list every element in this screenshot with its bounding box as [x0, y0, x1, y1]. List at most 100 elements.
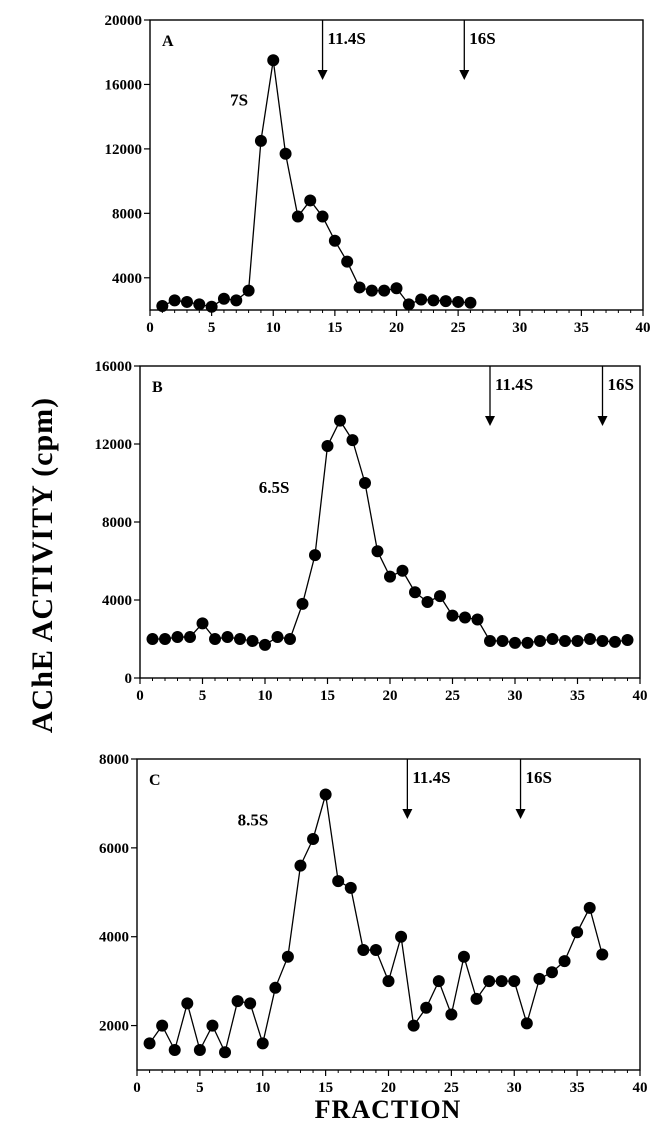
- data-point-b: [284, 633, 296, 645]
- data-point-a: [452, 295, 465, 308]
- data-point-b: [584, 633, 596, 645]
- data-point-b: [596, 634, 609, 647]
- data-point-b: [409, 586, 421, 599]
- peak-label-c: 8.5S: [238, 811, 269, 830]
- data-point-b: [196, 617, 209, 630]
- data-point-b: [609, 635, 621, 648]
- x-tick-label-b: 5: [199, 688, 207, 704]
- y-tick-label-c: 2000: [99, 1019, 129, 1035]
- data-point-c: [294, 859, 307, 872]
- data-point-b: [484, 634, 496, 647]
- data-point-a: [378, 284, 391, 297]
- x-tick-label-a: 10: [266, 320, 281, 336]
- marker-label-c: 16S: [526, 768, 552, 787]
- data-point-a: [242, 284, 255, 297]
- data-point-c: [483, 975, 496, 988]
- data-point-c: [420, 1001, 433, 1014]
- data-point-a: [267, 54, 280, 67]
- plot-frame-a: [149, 19, 644, 311]
- x-tick-label-a: 15: [327, 320, 342, 336]
- y-tick-label-c: 4000: [99, 930, 129, 946]
- y-tick-label-c: 8000: [99, 752, 129, 768]
- data-point-b: [496, 634, 509, 647]
- data-point-c: [533, 972, 546, 985]
- y-tick-label-a: 16000: [105, 77, 143, 93]
- x-tick-label-a: 40: [636, 320, 651, 336]
- marker-arrow-head-a: [459, 70, 470, 80]
- plot-frame-b: [139, 365, 641, 679]
- data-point-a: [439, 295, 452, 308]
- data-point-c: [395, 930, 408, 943]
- data-point-c: [520, 1017, 533, 1030]
- x-tick-label-b: 30: [508, 688, 523, 704]
- peak-label-b: 6.5S: [259, 478, 290, 497]
- y-tick-label-b: 8000: [102, 515, 132, 531]
- data-point-c: [382, 975, 395, 988]
- x-tick-label-c: 20: [381, 1080, 396, 1096]
- x-tick-label-b: 10: [258, 688, 273, 704]
- marker-arrow-head-c: [515, 809, 526, 819]
- panel-a: 0 5 10 15 20 25 30 35 40 4000 8000 12000 16000 20000 A…: [105, 13, 651, 336]
- x-tick-label-a: 30: [512, 320, 527, 336]
- data-point-b: [434, 590, 446, 603]
- data-point-c: [143, 1037, 156, 1050]
- data-point-c: [181, 997, 194, 1010]
- data-point-b: [321, 439, 334, 452]
- marker-arrow-head-b: [597, 416, 608, 426]
- marker-label-a: 16S: [469, 29, 495, 48]
- x-tick-label-b: 25: [445, 688, 460, 704]
- data-point-a: [464, 296, 477, 309]
- panel-letter-c: C: [149, 772, 161, 789]
- data-point-c: [457, 950, 470, 963]
- data-point-c: [319, 788, 332, 801]
- data-point-c: [193, 1044, 206, 1057]
- x-tick-label-c: 5: [196, 1080, 204, 1096]
- data-point-b: [234, 633, 246, 645]
- x-tick-label-a: 25: [451, 320, 466, 336]
- marker-label-b: 11.4S: [495, 375, 533, 394]
- data-point-b: [296, 597, 309, 610]
- x-tick-label-c: 40: [633, 1080, 648, 1096]
- data-point-a: [168, 294, 181, 307]
- data-point-a: [402, 298, 415, 311]
- data-point-b: [559, 634, 571, 647]
- data-point-b: [421, 595, 434, 608]
- data-point-b: [221, 631, 234, 644]
- data-point-a: [304, 194, 317, 207]
- data-point-c: [344, 881, 357, 894]
- data-point-c: [168, 1044, 181, 1057]
- data-point-c: [219, 1046, 232, 1059]
- data-point-a: [427, 294, 440, 307]
- data-point-c: [596, 948, 609, 961]
- data-point-c: [558, 955, 571, 968]
- data-point-b: [271, 631, 284, 644]
- data-point-b: [159, 633, 171, 645]
- data-point-c: [269, 981, 282, 994]
- data-point-b: [334, 414, 346, 427]
- data-point-b: [184, 631, 196, 644]
- data-point-c: [156, 1019, 169, 1032]
- marker-label-c: 11.4S: [412, 768, 450, 787]
- data-point-c: [407, 1019, 420, 1032]
- data-point-c: [445, 1008, 458, 1021]
- peak-label-a: 7S: [230, 90, 248, 109]
- data-point-b: [521, 636, 534, 649]
- data-point-a: [291, 210, 304, 223]
- data-point-c: [332, 875, 345, 888]
- data-point-c: [256, 1037, 269, 1050]
- data-point-c: [432, 975, 445, 988]
- series-line-a: [162, 60, 471, 308]
- x-tick-label-c: 25: [444, 1080, 459, 1096]
- data-point-b: [571, 634, 584, 647]
- x-tick-label-a: 5: [208, 320, 216, 336]
- data-point-b: [446, 609, 459, 622]
- x-tick-label-c: 0: [133, 1080, 141, 1096]
- marker-label-a: 11.4S: [328, 29, 366, 48]
- x-tick-label-c: 15: [318, 1080, 333, 1096]
- data-point-b: [384, 570, 396, 583]
- y-tick-label-a: 12000: [105, 142, 143, 158]
- data-point-b: [359, 477, 371, 489]
- data-point-b: [534, 634, 546, 647]
- data-point-c: [281, 950, 294, 963]
